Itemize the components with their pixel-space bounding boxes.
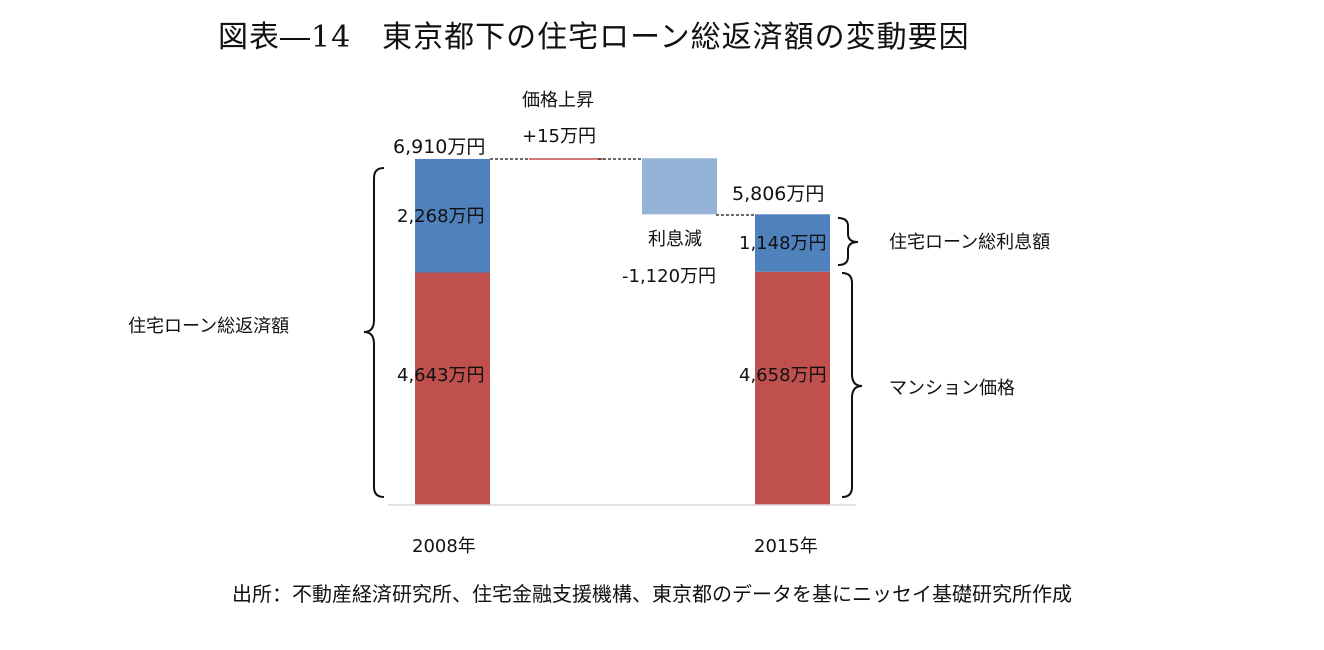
- bar-step-interest-decrease: [642, 158, 717, 215]
- brace-label-condo-price: マンション価格: [889, 378, 1015, 399]
- segment-label-2008-interest: 2,268万円: [397, 206, 485, 227]
- source-note: 出所：不動産経済研究所、住宅金融支援機構、東京都のデータを基にニッセイ基礎研究所…: [232, 582, 1072, 606]
- step-value-price-rise: +15万円: [522, 126, 596, 147]
- segment-label-2015-price: 4,658万円: [739, 365, 827, 386]
- step-value-interest-decrease: -1,120万円: [622, 266, 716, 287]
- brace-total-repayment: [363, 167, 385, 498]
- brace-label-total-interest: 住宅ローン総利息額: [889, 232, 1050, 253]
- segment-label-2015-interest: 1,148万円: [739, 233, 827, 254]
- step-label-interest-decrease: 利息減: [648, 229, 702, 250]
- total-label-2008: 6,910万円: [393, 136, 485, 158]
- total-label-2015: 5,806万円: [732, 183, 824, 205]
- step-label-price-rise: 価格上昇: [522, 90, 594, 111]
- bar-step-price-rise: [529, 158, 604, 160]
- chart-title: 図表―14 東京都下の住宅ローン総返済額の変動要因: [218, 20, 970, 55]
- bar-2008-condo-price: [415, 272, 490, 505]
- bar-2015-interest: [755, 214, 830, 272]
- brace-label-total-repayment: 住宅ローン総返済額: [128, 316, 289, 337]
- brace-condo-price: [841, 272, 863, 498]
- segment-label-2008-price: 4,643万円: [397, 365, 485, 386]
- bar-2015-condo-price: [755, 271, 830, 505]
- bar-2008-interest: [415, 158, 490, 273]
- x-tick-label-2015: 2015年: [754, 536, 818, 557]
- brace-total-interest: [837, 217, 859, 266]
- x-tick-label-2008: 2008年: [412, 536, 476, 557]
